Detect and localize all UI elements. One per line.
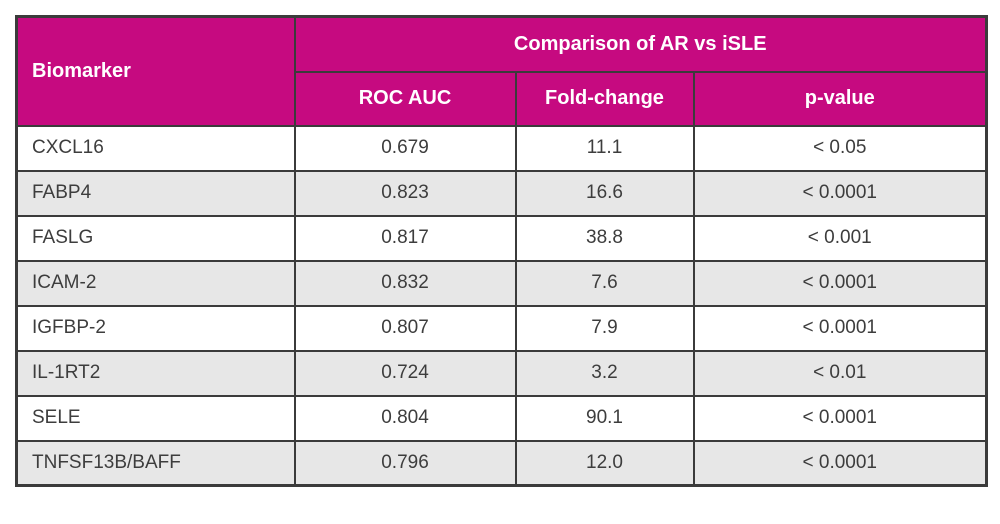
header-row-sub: ROC AUC Fold-change p-value bbox=[17, 70, 988, 127]
roc-auc-cell: 0.832 bbox=[293, 259, 517, 307]
biomarker-cell: ICAM-2 bbox=[15, 259, 296, 307]
p-value-cell: < 0.0001 bbox=[692, 439, 988, 487]
roc-auc-cell: 0.804 bbox=[293, 394, 517, 442]
fold-change-cell: 3.2 bbox=[514, 349, 695, 397]
roc-auc-cell: 0.724 bbox=[293, 349, 517, 397]
biomarker-cell: SELE bbox=[15, 394, 296, 442]
column-header-roc-auc: ROC AUC bbox=[293, 70, 517, 127]
table-row: FASLG 0.817 38.8 < 0.001 bbox=[15, 214, 988, 262]
p-value-cell: < 0.0001 bbox=[692, 394, 988, 442]
fold-change-cell: 90.1 bbox=[514, 394, 695, 442]
roc-auc-cell: 0.679 bbox=[293, 124, 517, 172]
p-value-cell: < 0.0001 bbox=[692, 304, 988, 352]
biomarker-cell: IGFBP-2 bbox=[15, 304, 296, 352]
table-row: TNFSF13B/BAFF 0.796 12.0 < 0.0001 bbox=[15, 439, 988, 487]
p-value-cell: < 0.001 bbox=[692, 214, 988, 262]
table-row: IGFBP-2 0.807 7.9 < 0.0001 bbox=[15, 304, 988, 352]
p-value-cell: < 0.01 bbox=[692, 349, 988, 397]
roc-auc-cell: 0.807 bbox=[293, 304, 517, 352]
biomarker-cell: IL-1RT2 bbox=[15, 349, 296, 397]
table-row: ICAM-2 0.832 7.6 < 0.0001 bbox=[15, 259, 988, 307]
header-row-top: Biomarker Comparison of AR vs iSLE bbox=[15, 15, 988, 127]
biomarker-cell: CXCL16 bbox=[15, 124, 296, 172]
comparison-title: Comparison of AR vs iSLE bbox=[293, 15, 988, 73]
fold-change-cell: 38.8 bbox=[514, 214, 695, 262]
column-header-p-value: p-value bbox=[692, 70, 988, 127]
column-header-biomarker: Biomarker bbox=[15, 15, 296, 127]
fold-change-cell: 16.6 bbox=[514, 169, 695, 217]
biomarker-comparison-table: Biomarker Comparison of AR vs iSLE ROC A… bbox=[15, 15, 988, 487]
table-row: SELE 0.804 90.1 < 0.0001 bbox=[15, 394, 988, 442]
column-header-fold-change: Fold-change bbox=[514, 70, 695, 127]
fold-change-cell: 11.1 bbox=[514, 124, 695, 172]
table-row: CXCL16 0.679 11.1 < 0.05 bbox=[15, 124, 988, 172]
p-value-cell: < 0.0001 bbox=[692, 259, 988, 307]
fold-change-cell: 12.0 bbox=[514, 439, 695, 487]
p-value-cell: < 0.0001 bbox=[692, 169, 988, 217]
fold-change-cell: 7.6 bbox=[514, 259, 695, 307]
roc-auc-cell: 0.823 bbox=[293, 169, 517, 217]
biomarker-cell: FASLG bbox=[15, 214, 296, 262]
table-row: IL-1RT2 0.724 3.2 < 0.01 bbox=[15, 349, 988, 397]
fold-change-cell: 7.9 bbox=[514, 304, 695, 352]
biomarker-cell: FABP4 bbox=[15, 169, 296, 217]
table-row: FABP4 0.823 16.6 < 0.0001 bbox=[15, 169, 988, 217]
roc-auc-cell: 0.796 bbox=[293, 439, 517, 487]
roc-auc-cell: 0.817 bbox=[293, 214, 517, 262]
biomarker-cell: TNFSF13B/BAFF bbox=[15, 439, 296, 487]
p-value-cell: < 0.05 bbox=[692, 124, 988, 172]
biomarker-comparison-table-wrap: Biomarker Comparison of AR vs iSLE ROC A… bbox=[15, 15, 988, 487]
